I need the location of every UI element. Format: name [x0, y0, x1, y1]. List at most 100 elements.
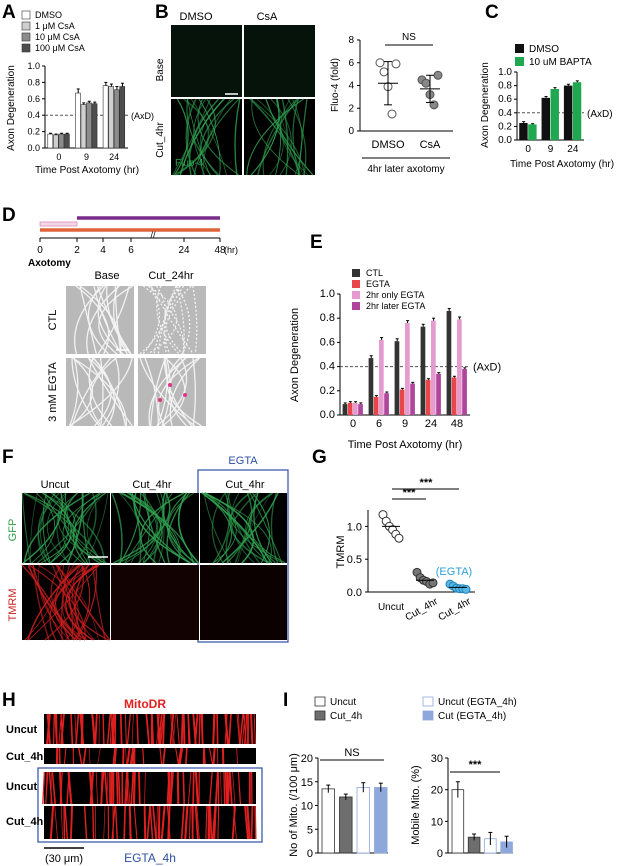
data-point-b: [387, 109, 397, 119]
panel-a-bar: [64, 133, 70, 149]
image-b-cut-csa-axon: [270, 98, 292, 176]
panel-c-bar: [550, 89, 559, 140]
timeline-only-egta: [39, 221, 78, 227]
kymograph-h-egta-uncut-track: [220, 771, 222, 805]
kymograph-h-egta-cut-track: [133, 805, 138, 840]
kymograph-h-egta-cut-track: [254, 805, 257, 840]
kymograph-h-egta-uncut-track: [144, 771, 146, 805]
image-f-tmrm-uncut-axon: [91, 564, 106, 641]
kymograph-h-uncut-track: [239, 713, 244, 745]
panel-e-bar: [446, 310, 452, 415]
kymograph-h-uncut-track: [176, 713, 180, 745]
panel-c-ytick-label: 0.8: [498, 81, 512, 92]
image-d-egta-base-neurite: [71, 357, 100, 427]
image-f-gfp-uncut-axon: [86, 492, 105, 564]
kymograph-h-egta-cut-track: [54, 805, 58, 840]
image-b-cut-csa-axon: [246, 98, 304, 176]
kymograph-h-egta-uncut-track: [58, 771, 63, 805]
legend-label-e: CTL: [366, 268, 383, 278]
kymograph-h-uncut-track: [109, 713, 113, 745]
image-d-egta-cut-neurite: [150, 357, 166, 427]
kymograph-h-egta-cut-track: [246, 805, 251, 840]
image-b-base-dmso: [171, 25, 242, 97]
sig-label-g-1: ***: [403, 487, 417, 499]
image-d-egta-base-neurite: [88, 357, 116, 427]
image-d-ctl-base-neurite: [79, 285, 97, 355]
panel-e-bar: [353, 402, 358, 415]
image-d-egta-base-neurite: [87, 357, 133, 427]
image-f-gfp-cut-egta-axon: [203, 492, 237, 564]
egta-label-g: (EGTA): [436, 566, 472, 578]
kymograph-h-egta-cut-track: [152, 805, 157, 840]
xtick-label-b: CsA: [420, 139, 441, 151]
row-label-h-egta-uncut: Uncut: [6, 781, 38, 793]
data-point-g: [428, 578, 438, 588]
image-f-gfp-uncut-axon: [41, 492, 105, 564]
legend-label-i: Cut (EGTA_4h): [438, 711, 506, 722]
kymograph-h-uncut-track: [228, 713, 232, 745]
image-f-gfp-cut-egta: [200, 492, 287, 564]
panel-c-axd-label: (AxD): [587, 109, 613, 120]
image-b-cut-dmso-axon: [202, 98, 231, 176]
kymograph-h-cut-track: [178, 747, 184, 765]
image-f-gfp-uncut-axon: [40, 492, 56, 564]
image-d-ctl-base-neurite: [86, 285, 120, 355]
y-axis-label-e: Axon Degeneration: [289, 308, 301, 402]
image-f-gfp-cut-axon: [124, 492, 173, 564]
kymograph-h-egta-uncut-track: [223, 771, 226, 805]
marker-d: [168, 383, 172, 387]
panel-a-axd-label: (AxD): [131, 111, 154, 121]
kymograph-h-uncut-track: [74, 713, 77, 745]
image-b-cut-dmso-axon: [198, 98, 221, 176]
kymograph-h-cut-track: [114, 747, 117, 765]
image-f-gfp-uncut: [21, 492, 110, 564]
panel-e-xtick-label: 48: [451, 418, 463, 430]
image-f-gfp-cut-egta-axon: [234, 492, 259, 564]
kymograph-h-egta-cut-track: [205, 805, 208, 840]
image-d-egta-base-neurite: [89, 357, 117, 427]
panel-a-bar: [58, 133, 65, 149]
kymograph-h-uncut-track: [159, 713, 163, 745]
panel-e-ytick-label: 0.8: [320, 312, 335, 324]
panel-i-right-ytick-label: 30: [431, 753, 443, 765]
kymograph-h-uncut-track: [54, 713, 58, 745]
image-f-gfp-cut-egta-axon: [249, 492, 283, 564]
kymograph-h-egta-cut-track: [166, 805, 171, 840]
panel-e-bar: [342, 404, 348, 415]
image-f-tmrm-uncut: [21, 564, 111, 641]
kymograph-h-egta-uncut-track: [138, 771, 141, 805]
image-d-ctl-base-neurite: [97, 285, 124, 355]
egta-label-f: EGTA: [228, 455, 258, 467]
kymograph-h-egta-uncut-track: [187, 771, 192, 805]
image-d-egta-base-neurite: [92, 357, 112, 427]
kymograph-h-egta-cut-track: [231, 805, 236, 840]
legend-label-a: 10 μM CsA: [35, 32, 80, 42]
image-f-gfp-uncut-axon: [23, 492, 91, 564]
col-label-b-csa: CsA: [257, 11, 278, 23]
panel-i-right-y-axis-label: Mobile Mito. (%): [410, 765, 422, 844]
timeline-unit: (hr): [224, 245, 238, 255]
panel-e-ytick-label: 0.0: [320, 409, 335, 421]
kymograph-h-egta-uncut-track: [169, 771, 174, 805]
kymograph-h-uncut-track: [216, 713, 219, 745]
kymograph-h-egta-uncut-track: [42, 771, 46, 805]
kymograph-h-egta-cut-track: [123, 805, 126, 840]
image-d-egta-base-neurite: [69, 357, 94, 427]
panel-letter-e: E: [310, 232, 323, 253]
image-f-gfp-cut-axon: [142, 492, 166, 564]
image-d-egta-cut-neurite: [192, 357, 196, 427]
kymograph-h-egta-cut-track: [64, 805, 69, 840]
panel-a-bar: [102, 85, 109, 149]
image-f-gfp-cut-axon: [124, 492, 157, 564]
kymograph-h-egta-uncut-track: [100, 771, 103, 805]
image-f-gfp-uncut-axon: [56, 492, 69, 564]
panel-a-bar: [80, 104, 87, 149]
kymograph-h-uncut-track: [46, 713, 51, 745]
kymograph-h-egta-cut-track: [146, 805, 151, 840]
x-axis-label-c: Time Post Axotomy (hr): [510, 159, 614, 170]
image-d-ctl-cut-neurite: [142, 285, 160, 355]
image-d-ctl-base-neurite: [97, 285, 130, 355]
legend-swatch-i: [314, 696, 326, 707]
kymograph-h-cut-track: [162, 747, 166, 765]
kymograph-h-egta-uncut-track: [51, 771, 56, 805]
